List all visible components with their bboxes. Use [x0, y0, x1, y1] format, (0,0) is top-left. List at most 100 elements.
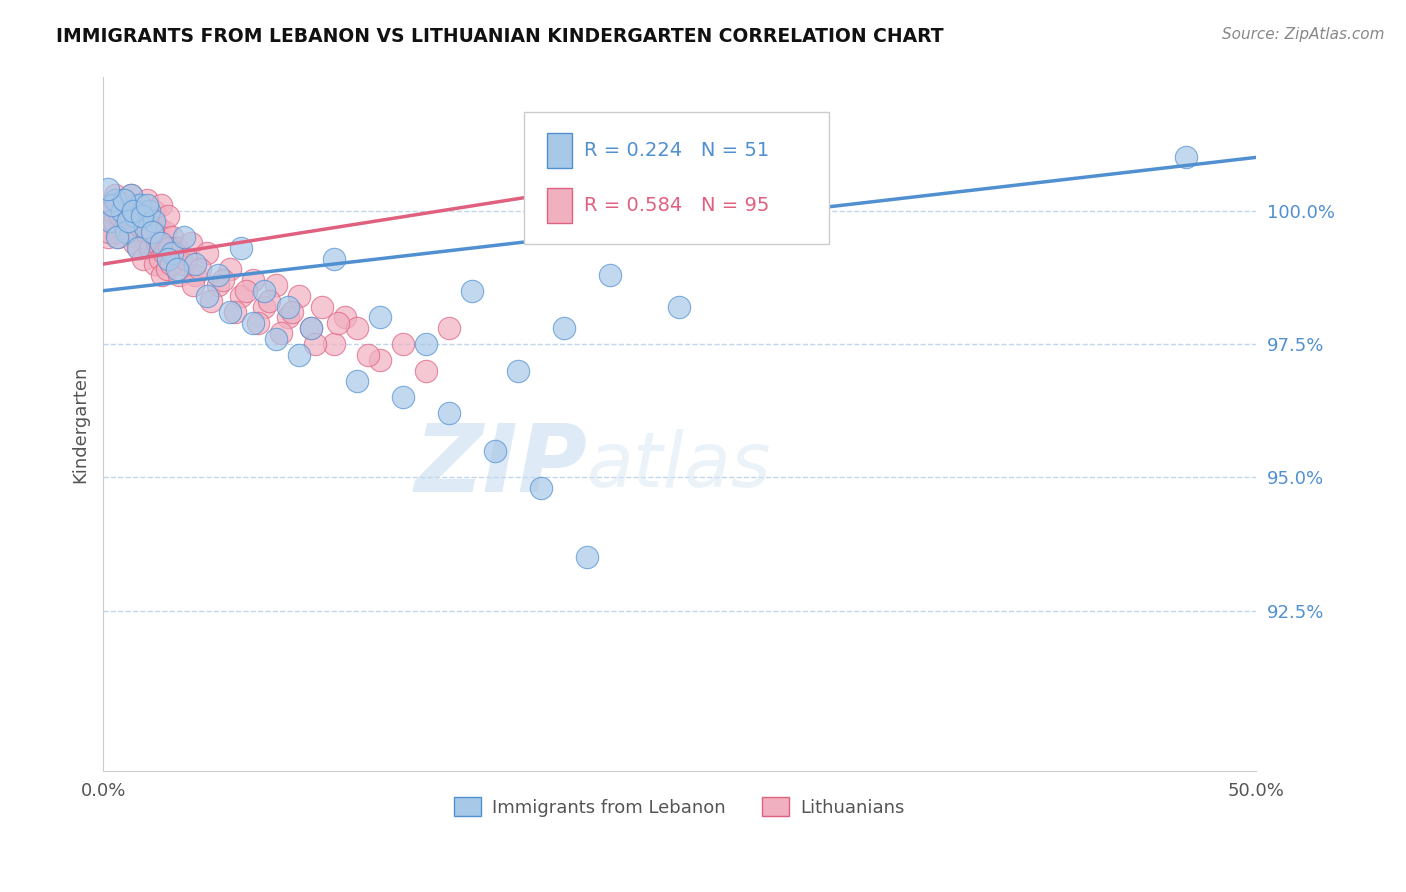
Point: [134, 219, 156, 234]
Point: [124, 209, 146, 223]
Point: [437, 321, 460, 335]
Point: [506, 364, 529, 378]
Point: [103, 214, 125, 228]
Point: [141, 214, 163, 228]
Point: [415, 337, 437, 351]
Point: [162, 230, 184, 244]
Point: [391, 337, 413, 351]
Point: [122, 235, 145, 250]
Point: [184, 257, 207, 271]
Point: [145, 230, 167, 244]
Point: [163, 246, 186, 260]
Point: [110, 203, 132, 218]
Point: [167, 268, 190, 282]
Point: [97, 225, 120, 239]
Point: [207, 268, 229, 282]
Point: [155, 225, 177, 239]
Point: [437, 406, 460, 420]
Point: [104, 193, 127, 207]
Point: [311, 300, 333, 314]
Point: [242, 273, 264, 287]
Point: [157, 241, 180, 255]
Point: [155, 262, 177, 277]
Point: [110, 209, 132, 223]
Point: [149, 252, 172, 266]
Point: [120, 187, 142, 202]
Point: [112, 193, 135, 207]
Point: [108, 198, 131, 212]
Point: [122, 214, 145, 228]
Point: [107, 230, 129, 244]
Point: [253, 300, 276, 314]
Point: [195, 246, 218, 260]
Point: [180, 235, 202, 250]
Text: R = 0.584   N = 95: R = 0.584 N = 95: [583, 196, 769, 215]
Point: [288, 348, 311, 362]
Point: [149, 235, 172, 250]
Point: [142, 214, 165, 228]
Point: [105, 225, 128, 239]
Point: [200, 294, 222, 309]
Point: [122, 203, 145, 218]
Point: [299, 321, 322, 335]
Point: [231, 289, 253, 303]
Point: [195, 289, 218, 303]
Point: [120, 187, 142, 202]
Point: [288, 289, 311, 303]
Point: [207, 278, 229, 293]
Point: [553, 321, 575, 335]
Text: IMMIGRANTS FROM LEBANON VS LITHUANIAN KINDERGARTEN CORRELATION CHART: IMMIGRANTS FROM LEBANON VS LITHUANIAN KI…: [56, 27, 943, 45]
Point: [576, 550, 599, 565]
Point: [118, 225, 141, 239]
Point: [166, 262, 188, 277]
Point: [115, 225, 138, 239]
Point: [134, 209, 156, 223]
Point: [152, 241, 174, 255]
Point: [281, 305, 304, 319]
Point: [143, 257, 166, 271]
Point: [368, 310, 391, 325]
Point: [98, 214, 121, 228]
Point: [135, 225, 157, 239]
Point: [114, 219, 136, 234]
Point: [1175, 150, 1198, 164]
Text: ZIP: ZIP: [415, 419, 588, 512]
Point: [153, 246, 176, 260]
Point: [98, 203, 121, 218]
Point: [117, 214, 139, 228]
Point: [235, 284, 257, 298]
Point: [150, 268, 173, 282]
Point: [224, 305, 246, 319]
Point: [131, 209, 153, 223]
Point: [105, 230, 128, 244]
Point: [100, 203, 122, 218]
Point: [139, 241, 162, 255]
Point: [530, 481, 553, 495]
Point: [253, 284, 276, 298]
Point: [156, 209, 179, 223]
Point: [97, 182, 120, 196]
Point: [135, 198, 157, 212]
Point: [146, 235, 169, 250]
Point: [346, 321, 368, 335]
Point: [138, 203, 160, 218]
Point: [668, 300, 690, 314]
Point: [333, 310, 356, 325]
Point: [599, 268, 621, 282]
Point: [115, 203, 138, 218]
Point: [304, 337, 326, 351]
Point: [242, 316, 264, 330]
Point: [149, 198, 172, 212]
Point: [159, 246, 181, 260]
Point: [132, 252, 155, 266]
Point: [112, 193, 135, 207]
Point: [174, 252, 197, 266]
Point: [131, 225, 153, 239]
Point: [328, 316, 350, 330]
Point: [136, 209, 159, 223]
Point: [415, 364, 437, 378]
Point: [270, 326, 292, 341]
FancyBboxPatch shape: [547, 188, 572, 223]
Point: [277, 300, 299, 314]
Point: [121, 209, 143, 223]
